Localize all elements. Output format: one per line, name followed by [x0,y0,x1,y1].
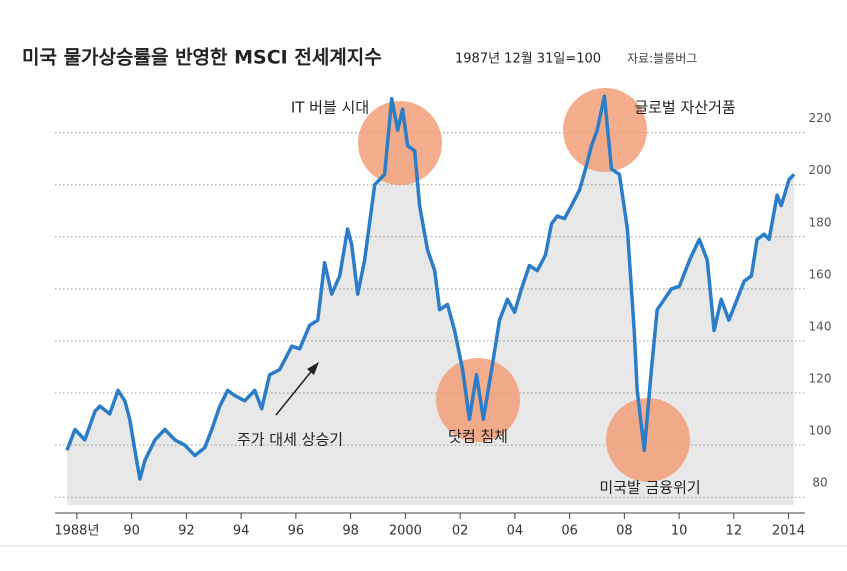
x-tick-label: 08 [616,524,633,539]
y-tick-label: 100 [809,424,832,438]
annotation: 닷컴 침체 [448,428,508,446]
area [67,96,795,505]
arrow-shaft [275,367,315,416]
x-tick-label: 04 [507,524,524,539]
annotation: 미국발 금융위기 [599,479,700,497]
y-tick-label: 220 [809,111,832,125]
x-tick-label: 96 [288,524,305,539]
highlight-circle [358,101,442,185]
y-tick-label: 120 [809,372,832,386]
x-tick-label: 06 [561,524,578,539]
chart-subtitle: 1987년 12월 31일=100 [455,52,601,67]
highlight-circle [606,398,690,482]
y-tick-label: 80 [812,476,827,490]
x-tick-label: 1988년 [54,524,99,539]
y-tick-label: 180 [809,215,832,229]
x-tick-label: 98 [342,524,359,539]
x-tick-label: 2000 [389,524,422,539]
highlight-circle [436,358,520,442]
annotation: IT 버블 시대 [291,99,369,117]
y-tick-label: 200 [809,163,832,177]
x-tick-label: 02 [452,524,469,539]
x-tick-label: 92 [178,524,195,539]
highlight-circle [563,88,647,172]
annotation: 글로벌 자산거품 [634,99,735,117]
arrow-head [307,362,319,375]
y-tick-label: 140 [809,319,832,333]
x-tick-label: 2014 [772,524,805,539]
y-tick-label: 160 [809,267,832,281]
x-tick-label: 94 [233,524,250,539]
line [65,94,796,481]
x-tick-label: 12 [726,524,743,539]
chart-title: 미국 물가상승률을 반영한 MSCI 전세계지수 [22,47,382,69]
annotation: 주가 대세 상승기 [237,431,343,449]
x-tick-label: 90 [123,524,140,539]
x-tick-label: 10 [671,524,688,539]
source: 자료:블룸버그 [627,52,697,66]
